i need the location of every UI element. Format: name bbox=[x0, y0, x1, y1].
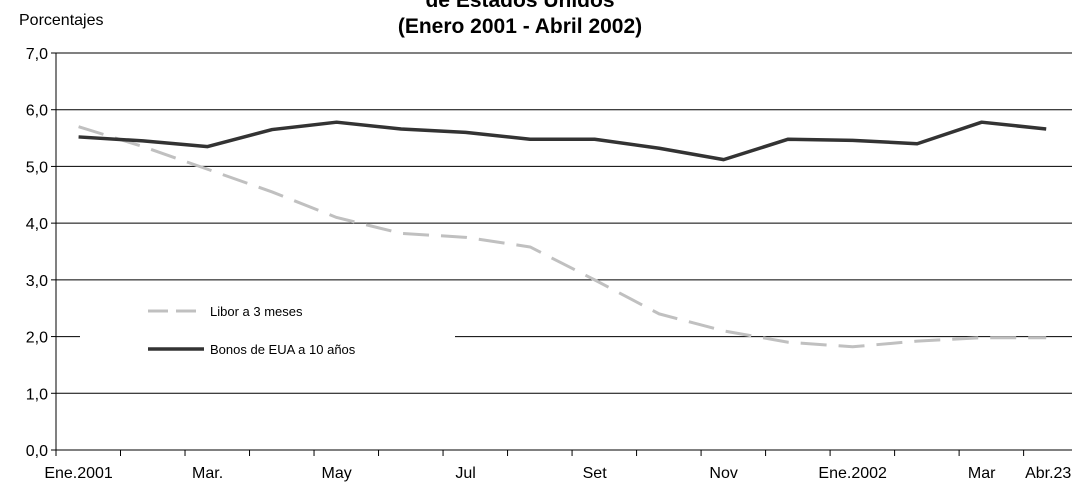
x-tick-label: Mar bbox=[968, 465, 996, 482]
y-tick-label: 1,0 bbox=[26, 386, 48, 403]
legend: Libor a 3 meses Bonos de EUA a 10 años bbox=[148, 304, 356, 357]
y-axis-label: Porcentajes bbox=[19, 12, 104, 29]
series-line-1 bbox=[78, 120, 1047, 162]
chart-title-line-1: de Estados Unidos bbox=[425, 0, 615, 12]
series-lines bbox=[78, 120, 1047, 349]
y-tick-label: 2,0 bbox=[26, 330, 48, 347]
chart-title: de Estados Unidos (Enero 2001 - Abril 20… bbox=[300, 0, 740, 40]
axes bbox=[55, 53, 1072, 451]
y-tick-label: 7,0 bbox=[26, 46, 48, 63]
legend-label-0: Libor a 3 meses bbox=[210, 304, 303, 319]
x-tick-label: May bbox=[321, 465, 351, 482]
x-tick-label: Abr.23 bbox=[1025, 465, 1071, 482]
y-tick-label: 5,0 bbox=[26, 159, 48, 176]
gridlines bbox=[56, 52, 1072, 394]
x-tick-label: Nov bbox=[709, 465, 737, 482]
y-tick-label: 4,0 bbox=[26, 216, 48, 233]
x-tick-label: Jul bbox=[455, 465, 475, 482]
x-tick-label: Set bbox=[583, 465, 608, 482]
x-tick-label: Ene.2001 bbox=[44, 465, 113, 482]
x-tick-label: Mar. bbox=[192, 465, 223, 482]
legend-label-1: Bonos de EUA a 10 años bbox=[210, 342, 356, 357]
y-axis-ticks: 0,0 1,0 2,0 3,0 4,0 5,0 6,0 7,0 bbox=[26, 46, 56, 460]
x-axis-ticks: Ene.2001 Mar. May Jul Set Nov Ene.2002 Mar Abr.2… bbox=[44, 450, 1071, 482]
series-line-0 bbox=[78, 125, 1047, 349]
chart-title-line-2: (Enero 2001 - Abril 2002) bbox=[397, 15, 643, 38]
y-tick-label: 0,0 bbox=[26, 443, 48, 460]
y-tick-label: 3,0 bbox=[26, 273, 48, 290]
x-tick-label: Ene.2002 bbox=[818, 465, 887, 482]
y-tick-label: 6,0 bbox=[26, 103, 48, 120]
